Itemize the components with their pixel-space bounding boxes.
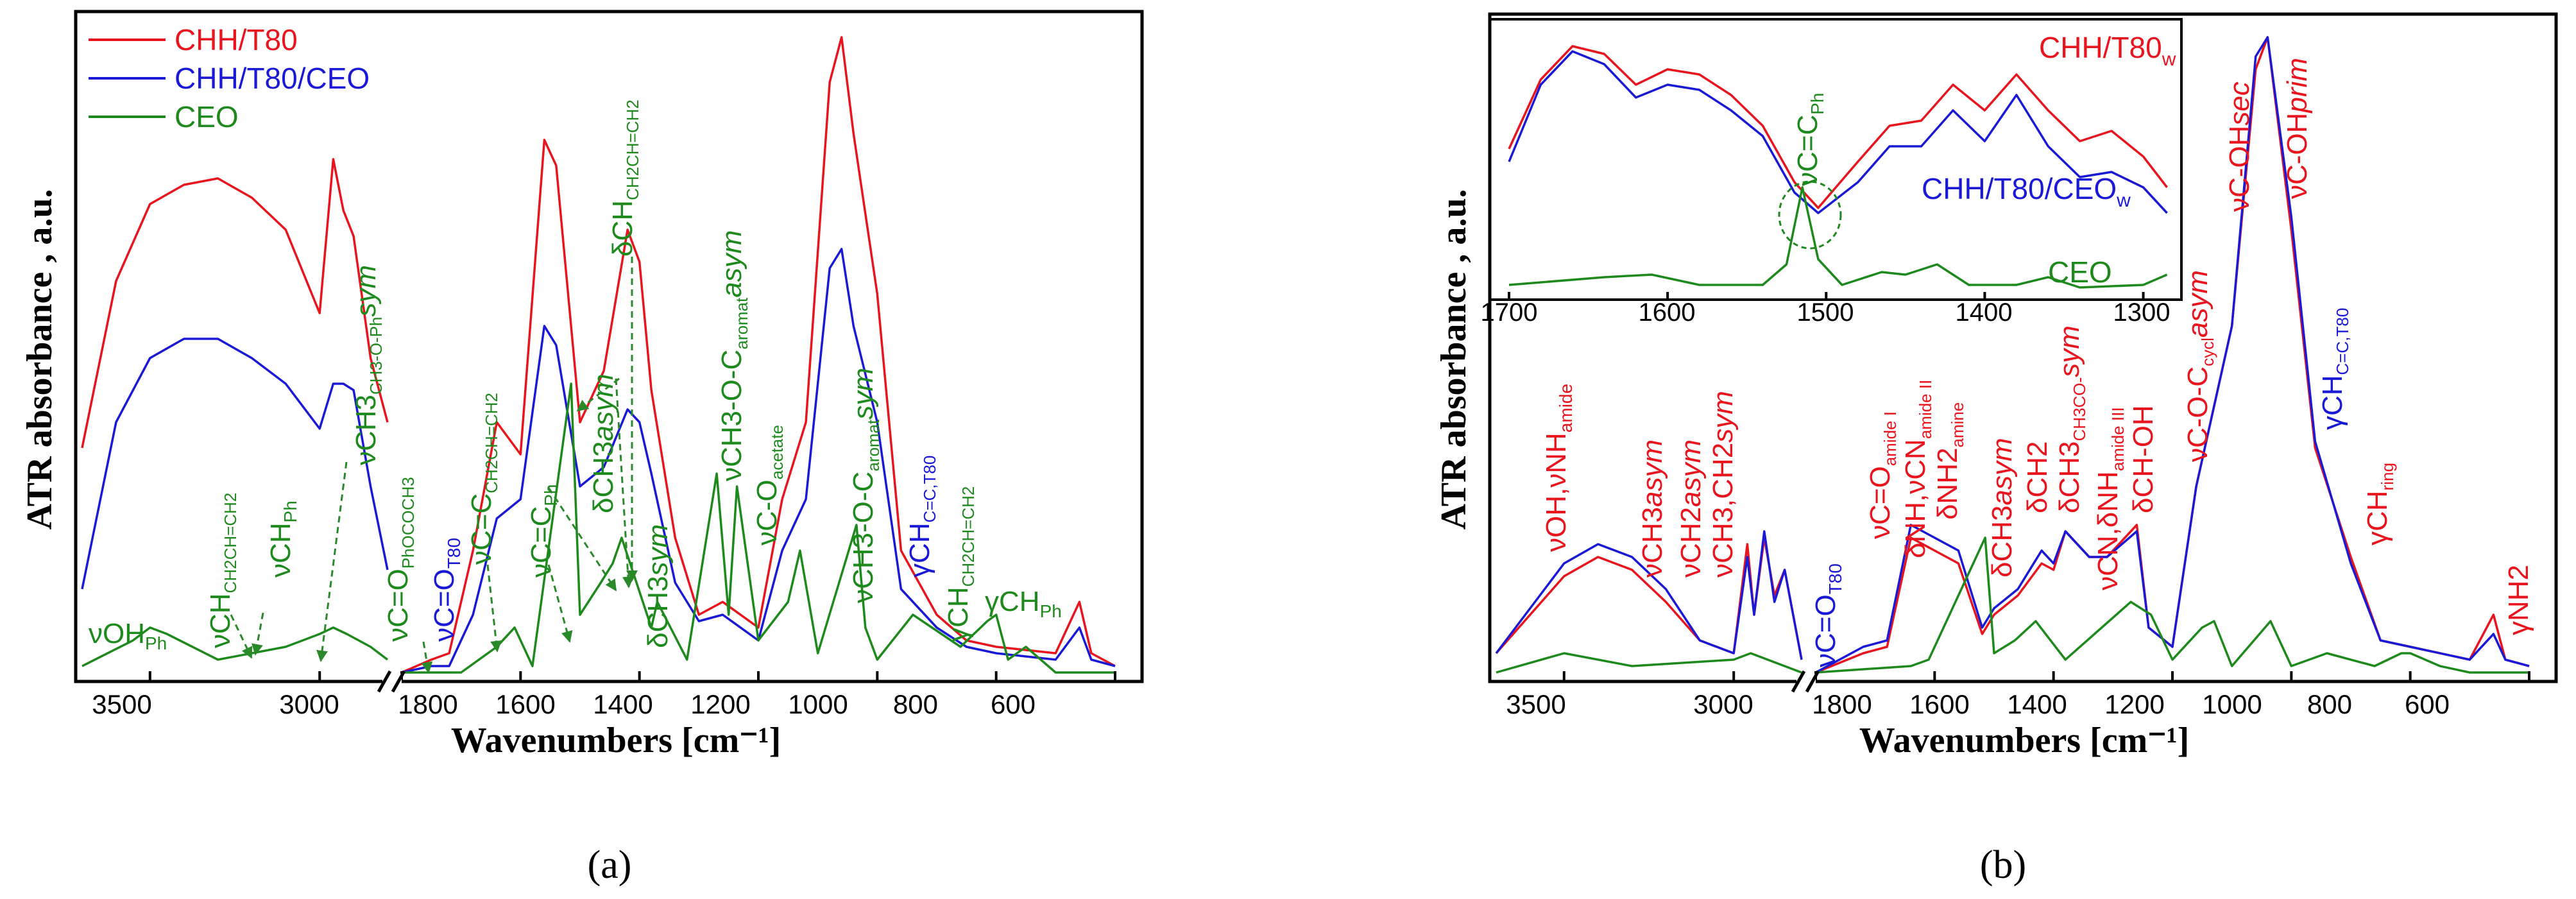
ann-b-vco-amide1: νC=Oamide I [1864, 411, 1900, 539]
panel-a-x-ticks: 3500 3000 1800 1600 1400 1200 1000 800 6… [92, 689, 1036, 719]
panel-b-inset: 1700 1600 1500 1400 1300 CHH/T80w CHH/T8… [1481, 18, 2183, 327]
inset-label-red: CHH/T80w [2039, 31, 2176, 70]
panel-b-series-1 [1495, 36, 2530, 674]
tick-label: 1200 [2104, 689, 2164, 719]
inset-label-green: CEO [2048, 255, 2112, 289]
inset-tick-label: 1500 [1797, 298, 1854, 327]
inset-series-0 [1508, 45, 2168, 209]
ann-b-gch-cct80: γCHC=C,T80 [2317, 308, 2352, 430]
panel-b-x-axis-label: Wavenumbers [cm⁻¹] [1859, 721, 2190, 760]
tick-label: 3000 [1693, 689, 1753, 719]
panel-b-x-ticks: 3500 3000 1800 1600 1400 1200 1000 800 6… [1506, 689, 2450, 719]
tick-label: 1400 [593, 689, 653, 719]
panel-b-y-axis-label: ATR absorbance , a.u. [1434, 189, 1474, 529]
ann-b-vch3ch2-sym: νCH3,CH2sym [1707, 391, 1739, 578]
ann-a-voh-ph: νOHPh [89, 618, 167, 653]
panel-b-label: (b) [1980, 843, 2026, 887]
ann-b-gnh2: γNH2 [2503, 565, 2534, 635]
ann-a-gch-allyl: γCHCH2CH=CH2 [943, 486, 978, 642]
panel-a: νOHPh νCHCH2CH=CH2 νCHPh νCH3CH3-O-Phsym… [20, 10, 1144, 887]
panel-a-label: (a) [588, 843, 632, 887]
ann-a-vch3oc-asym: νCH3-O-Caromatasym [716, 230, 751, 481]
ann-a-dch3-asym: δCH3asym [588, 373, 619, 513]
legend-label: CEO [175, 100, 239, 133]
ann-a-gch-cct80: γCHC=C,T80 [904, 456, 939, 578]
inset-x-ticks: 1700 1600 1500 1400 1300 [1481, 298, 2171, 327]
ann-b-vch2-asym: νCH2asym [1675, 440, 1707, 578]
tick-label: 600 [2405, 689, 2450, 719]
panel-a-series-2 [81, 382, 1115, 674]
panel-a-arrows [230, 257, 638, 674]
tick-label: 800 [893, 689, 938, 719]
tick-label: 1600 [495, 689, 555, 719]
tick-label: 1000 [2202, 689, 2262, 719]
tick-label: 600 [991, 689, 1036, 719]
panel-a-legend: CHH/T80 CHH/T80/CEO CEO [89, 23, 370, 133]
ann-a-vch3oc-sym: νCH3-O-Caromatsym [848, 368, 883, 603]
tick-label: 1800 [398, 689, 457, 719]
inset-series-2 [1508, 186, 2168, 289]
ann-a-vco-phococh3: νC=OPhOCOCH3 [382, 477, 418, 642]
tick-label: 3500 [1506, 689, 1565, 719]
ann-a-vch-allyl: νCHCH2CH=CH2 [205, 493, 240, 648]
ann-b-gch-ring: γCHring [2362, 463, 2397, 545]
ann-b-dch-oh: δCH-OH [2128, 405, 2159, 513]
inset-tick-label: 1400 [1956, 298, 2013, 327]
inset-tick-label: 1600 [1639, 298, 1696, 327]
ann-b-vco-t80: νC=OT80 [1810, 563, 1845, 667]
ann-b-dch2: δCH2 [2022, 441, 2053, 513]
ann-b-vcoh-sec: νC-OHsec [2224, 81, 2255, 212]
ann-b-vcoc-asym: νC-O-Ccyclasym [2182, 270, 2217, 462]
ann-a-vch3-sym: νCH3CH3-O-Phsym [350, 265, 386, 465]
legend-label: CHH/T80/CEO [175, 62, 370, 95]
panel-a-x-axis-label: Wavenumbers [cm⁻¹] [451, 721, 781, 760]
tick-label: 1600 [1909, 689, 1969, 719]
tick-label: 3500 [92, 689, 151, 719]
inset-tick-label: 1300 [2113, 298, 2171, 327]
ann-a-vch-ph: νCHPh [265, 501, 300, 578]
panel-b-axis-break [1791, 670, 1820, 693]
panel-a-axis-break [377, 670, 406, 693]
panel-a-series [81, 36, 1116, 681]
ann-a-dch3-sym: δCH3sym [642, 524, 674, 648]
panel-b-series [1495, 36, 2530, 681]
ann-a-dch-allyl: δCHCH2CH=CH2 [607, 99, 642, 257]
panel-a-y-axis-label: ATR absorbance , a.u. [20, 189, 60, 529]
ann-b-voh-vnh: νOH,νNHamide [1540, 384, 1576, 552]
ann-b-dnh-vcn: δNH,νCNamide II [1900, 380, 1935, 558]
ann-a-gch-ph: γCHPh [985, 586, 1062, 621]
panel-a-plot-frame [74, 10, 1144, 683]
tick-label: 1400 [2007, 689, 2067, 719]
ann-a-vco-acetate: νC-Oacetate [751, 425, 787, 545]
inset-highlight-circle [1778, 180, 1842, 250]
legend-label: CHH/T80 [175, 23, 298, 56]
ann-a-vco-t80: νC=OT80 [429, 538, 464, 642]
ann-b-dnh2: δNH2amine [1932, 402, 1967, 520]
ann-a-vcc-allyl: νC=CCH2CH=CH2 [466, 393, 501, 565]
inset-series-1 [1508, 50, 2168, 214]
tick-label: 800 [2307, 689, 2352, 719]
tick-label: 1000 [788, 689, 848, 719]
ann-b-vcn-dnh: νCN,δNHamide III [2092, 407, 2128, 590]
tick-label: 1800 [1812, 689, 1872, 719]
tick-label: 3000 [279, 689, 339, 719]
inset-label-blue: CHH/T80/CEOw [1922, 172, 2131, 211]
tick-label: 1200 [690, 689, 750, 719]
ann-b-vcoh-prim: νC-OHprim [2282, 58, 2313, 199]
panel-b-series-2 [1496, 536, 2529, 674]
panel-b: 1700 1600 1500 1400 1300 CHH/T80w CHH/T8… [1434, 12, 2558, 887]
ann-b-dch3-asym: δCH3asym [1986, 438, 2018, 578]
panel-a-series-1 [81, 248, 1116, 674]
panel-b-plot-frame [1488, 12, 2558, 683]
ann-b-vch3-asym: νCH3asym [1637, 440, 1668, 578]
inset-series [1508, 45, 2168, 300]
ann-b-dch3-ch3co: δCH3CH3CO-sym [2054, 325, 2089, 513]
